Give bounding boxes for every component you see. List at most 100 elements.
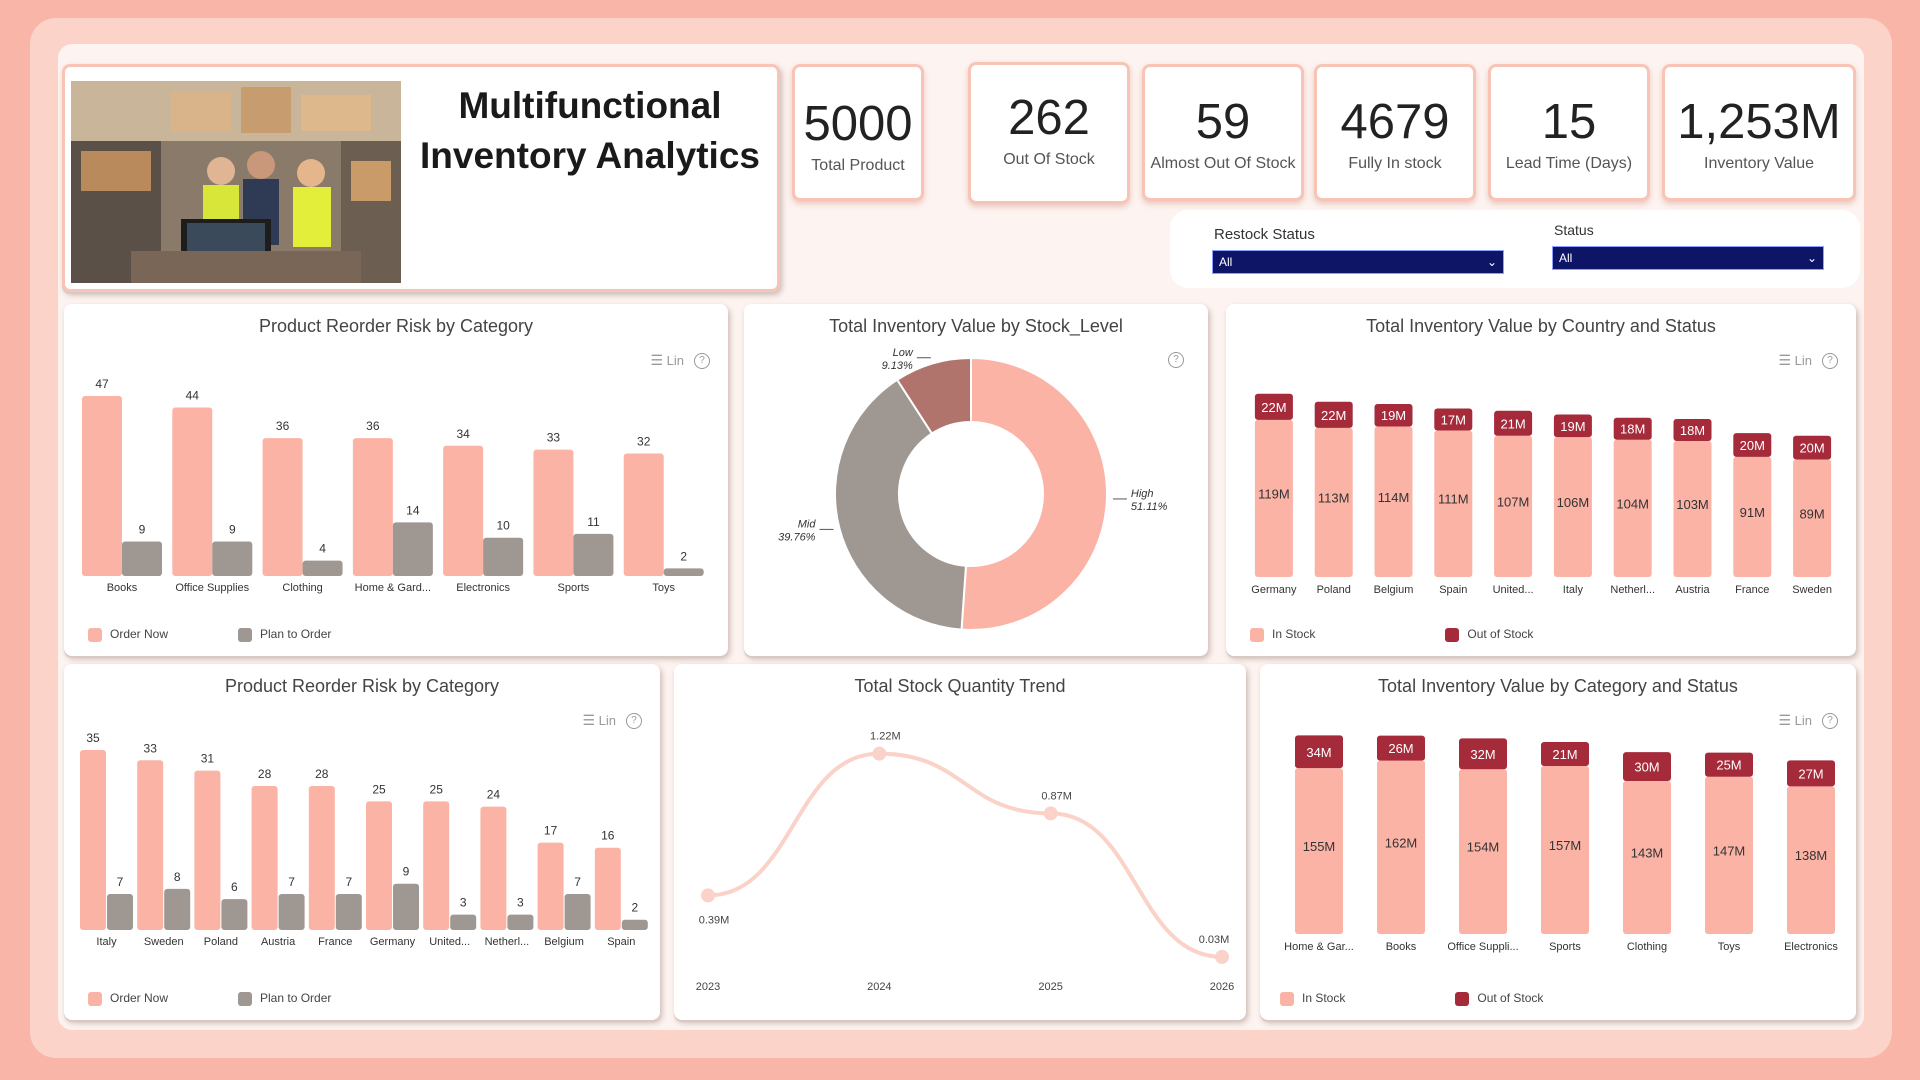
bar	[621, 919, 648, 930]
bar	[1459, 738, 1507, 770]
stock-level-card: Total Inventory Value by Stock_Level ? H…	[744, 304, 1208, 656]
data-label: 3	[460, 896, 467, 910]
bar	[1733, 433, 1772, 457]
visual-type-icon[interactable]: ☰ Lin	[650, 352, 684, 368]
data-label: 106M	[1557, 495, 1590, 510]
data-label: 10	[496, 519, 510, 533]
data-label: 107M	[1497, 494, 1530, 509]
data-label: 18M	[1680, 423, 1705, 438]
bar	[1459, 769, 1507, 934]
country-status-card: Total Inventory Value by Country and Sta…	[1226, 304, 1856, 656]
kpi-value: 1,253M	[1677, 95, 1841, 149]
tick-label: 2023	[696, 981, 720, 993]
data-label: 9	[403, 865, 410, 879]
tick-label: Germany	[1251, 584, 1297, 596]
tick-label: Poland	[1317, 584, 1351, 596]
visual-type-icon[interactable]: ☰ Lin	[1778, 352, 1812, 368]
data-label: 0.03M	[1199, 934, 1230, 946]
data-label: 0.87M	[1041, 790, 1072, 802]
visual-type-icon[interactable]: ☰ Lin	[1778, 712, 1812, 728]
series-line	[707, 751, 1223, 959]
data-label: 28	[315, 767, 329, 781]
tick-label: Electronics	[1784, 941, 1838, 953]
chevron-down-icon: ⌄	[1806, 251, 1817, 265]
help-icon[interactable]: ?	[1822, 352, 1838, 369]
tick-label: Austria	[1675, 584, 1710, 596]
stacked-bar-chart: 119M 22M Germany 113M 22M Poland 114M 19M Belgiu…	[1251, 393, 1832, 596]
legend-item[interactable]: In Stock	[1250, 627, 1315, 642]
bar	[302, 560, 343, 576]
legend-item[interactable]: Order Now	[88, 627, 168, 642]
help-icon[interactable]: ?	[1168, 352, 1184, 368]
bar	[1434, 408, 1473, 431]
legend-item[interactable]: Out of Stock	[1455, 991, 1543, 1006]
bar	[1377, 735, 1425, 761]
tick-label: Toys	[1718, 941, 1741, 953]
bar	[107, 894, 133, 930]
data-label: 28	[258, 767, 272, 781]
bar	[194, 770, 221, 930]
bar	[1553, 414, 1592, 438]
tick-label: Clothing	[282, 582, 322, 594]
legend-item[interactable]: Order Now	[88, 991, 168, 1006]
status-dropdown[interactable]: All ⌄	[1552, 246, 1824, 270]
data-label: 143M	[1631, 845, 1664, 860]
data-label: 103M	[1676, 497, 1709, 512]
data-label: 9	[139, 523, 146, 537]
bar	[1613, 439, 1652, 577]
data-label: 22M	[1321, 408, 1346, 423]
data-label: 19M	[1381, 408, 1406, 423]
chart-title: Product Reorder Risk by Category	[258, 316, 534, 336]
tick-label: Books	[107, 582, 138, 594]
slice-label: Low	[893, 347, 914, 359]
data-label: 14	[406, 503, 420, 517]
legend-item[interactable]: Plan to Order	[238, 991, 331, 1006]
tick-label: Books	[1386, 941, 1417, 953]
reorder-category-card: Product Reorder Risk by Category ☰ Lin ?…	[64, 304, 728, 656]
bar	[262, 438, 303, 576]
tick-label: Spain	[607, 936, 635, 948]
help-icon[interactable]: ?	[626, 712, 642, 729]
bar	[80, 750, 106, 930]
kpi-label: Fully In stock	[1348, 155, 1442, 172]
tick-label: Clothing	[1627, 941, 1667, 953]
legend-item[interactable]: Out of Stock	[1445, 627, 1533, 642]
tick-label: United...	[1493, 584, 1534, 596]
legend-item[interactable]: Plan to Order	[238, 627, 331, 642]
bar	[137, 760, 164, 930]
data-label: 111M	[1438, 492, 1469, 507]
data-label: 32	[637, 434, 651, 448]
kpi-inventory-value: 1,253M Inventory Value	[1662, 64, 1856, 201]
bar	[164, 888, 191, 930]
tick-label: Office Supplies	[175, 582, 249, 594]
data-label: 2	[631, 901, 638, 915]
legend-item[interactable]: In Stock	[1280, 991, 1345, 1006]
restock-status-dropdown[interactable]: All ⌄	[1212, 250, 1504, 274]
data-label: 34M	[1306, 745, 1331, 760]
data-point	[872, 746, 887, 761]
data-label: 7	[117, 875, 124, 889]
data-label: 4	[319, 542, 326, 556]
chart-title: Total Inventory Value by Category and St…	[1378, 676, 1738, 696]
help-icon[interactable]: ?	[694, 352, 710, 369]
bar	[1673, 441, 1712, 577]
bar	[1553, 437, 1592, 577]
data-label: 36	[276, 419, 290, 433]
restock-status-value: All	[1219, 255, 1233, 269]
title-line-2: Inventory Analytics	[420, 135, 760, 176]
data-label: 32M	[1470, 747, 1495, 762]
visual-type-icon[interactable]: ☰ Lin	[582, 712, 616, 728]
help-icon[interactable]: ?	[1822, 712, 1838, 729]
visual-controls: ☰ Lin ?	[582, 712, 642, 729]
bar	[564, 894, 591, 930]
visual-controls: ?	[1168, 352, 1184, 368]
bar	[251, 786, 278, 930]
data-label: 11	[587, 515, 600, 529]
bar	[335, 894, 362, 930]
tick-label: Sports	[558, 582, 590, 594]
slice-pct: 51.11%	[1131, 501, 1168, 513]
tick-label: Italy	[1563, 584, 1584, 596]
data-label: 31	[201, 752, 215, 766]
data-label: 24	[487, 788, 501, 802]
data-point	[1215, 949, 1229, 964]
